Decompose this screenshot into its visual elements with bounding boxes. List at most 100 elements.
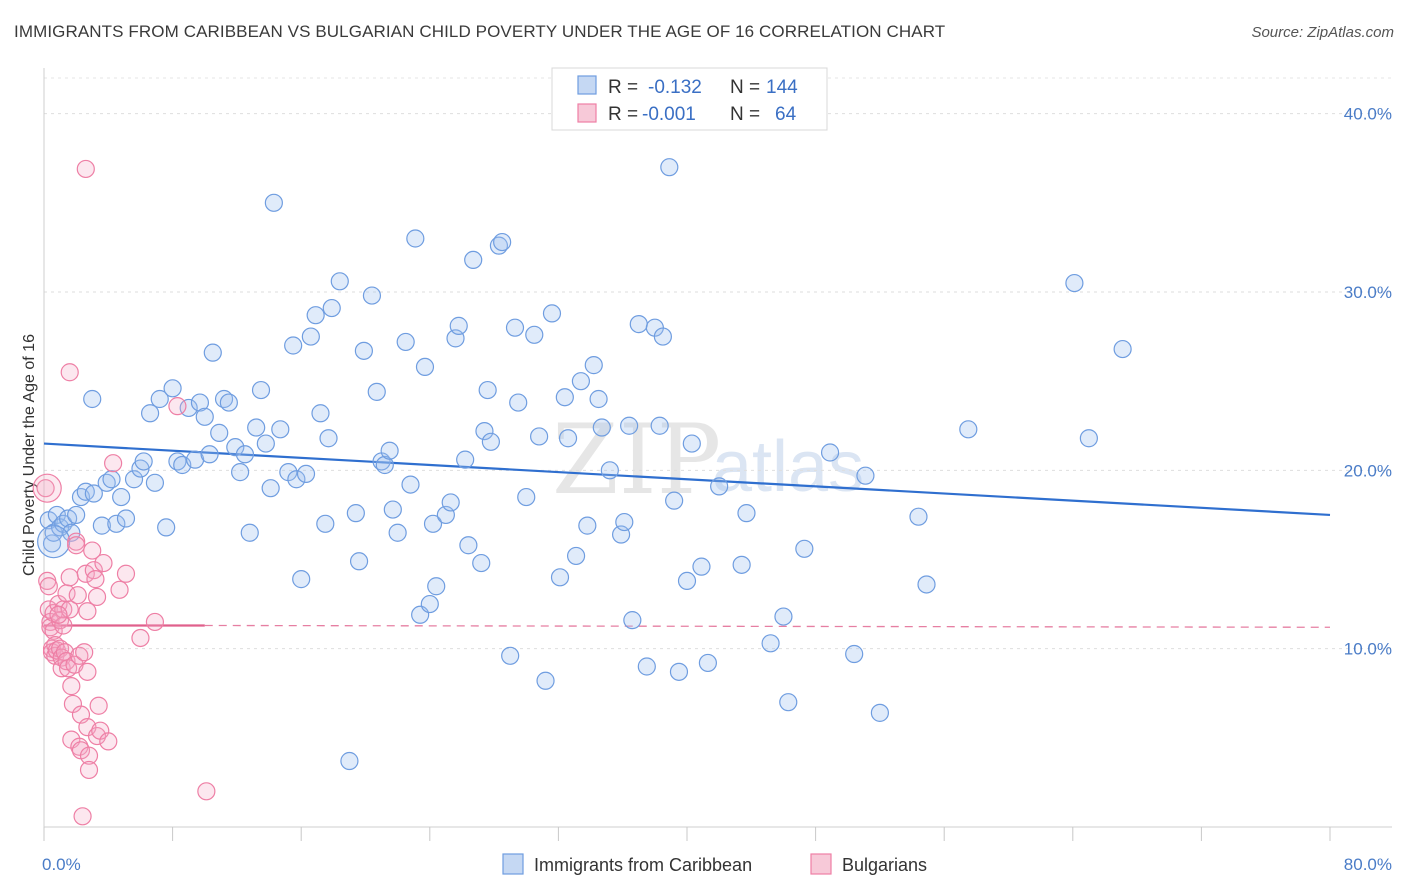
point-caribbean-103 — [566, 546, 586, 566]
point-caribbean-123 — [682, 434, 701, 453]
point-caribbean-18 — [116, 509, 136, 528]
point-caribbean-71 — [396, 332, 415, 352]
point-caribbean-53 — [301, 327, 320, 346]
legend-r-value-2: -0.001 — [642, 104, 696, 125]
point-caribbean-40 — [235, 445, 255, 464]
point-caribbean-88 — [478, 380, 497, 400]
series-bulgarians-points — [32, 159, 216, 826]
point-caribbean-119 — [660, 158, 679, 177]
point-caribbean-41 — [240, 523, 259, 542]
point-caribbean-80 — [441, 493, 460, 512]
gridlines — [44, 77, 1392, 650]
point-caribbean-135 — [856, 466, 875, 485]
point-bulgarians-39 — [76, 159, 95, 179]
point-bulgarians-54 — [99, 732, 118, 751]
point-caribbean-98 — [536, 671, 555, 690]
point-caribbean-33 — [200, 445, 219, 464]
correlation-legend: R = -0.132 N = 144 R = -0.001 N = 64 — [551, 67, 828, 131]
legend-swatch-blue — [577, 75, 597, 95]
point-caribbean-68 — [380, 441, 399, 460]
point-caribbean-47 — [271, 420, 290, 439]
point-caribbean-105 — [578, 516, 597, 535]
point-caribbean-142 — [1113, 339, 1132, 359]
point-caribbean-99 — [542, 304, 562, 323]
point-caribbean-138 — [917, 575, 936, 594]
point-caribbean-93 — [505, 318, 525, 337]
point-caribbean-140 — [1065, 273, 1084, 293]
point-bulgarians-48 — [86, 570, 105, 589]
point-caribbean-89 — [481, 432, 500, 451]
y-tick-labels: 10.0% 20.0% 30.0% 40.0% — [1344, 105, 1392, 659]
point-bulgarians-32 — [68, 586, 87, 605]
series-caribbean-points — [37, 158, 1132, 771]
point-bulgarians-55 — [104, 454, 123, 473]
legend-n-value-2: 64 — [775, 104, 797, 125]
point-caribbean-92 — [501, 646, 520, 665]
point-caribbean-11 — [83, 389, 102, 409]
point-bulgarians-19 — [54, 616, 73, 635]
point-bulgarians-53 — [94, 553, 113, 573]
point-caribbean-84 — [459, 536, 478, 555]
point-caribbean-31 — [190, 393, 210, 412]
point-caribbean-86 — [472, 553, 491, 573]
point-bulgarians-46 — [83, 541, 102, 560]
legend-swatch-pink — [577, 103, 597, 123]
point-caribbean-131 — [779, 693, 798, 712]
point-caribbean-61 — [346, 504, 365, 523]
point-caribbean-45 — [261, 479, 280, 498]
point-caribbean-114 — [629, 315, 648, 334]
point-caribbean-8 — [67, 505, 86, 525]
point-caribbean-24 — [150, 389, 169, 409]
point-caribbean-57 — [319, 429, 338, 448]
point-caribbean-95 — [517, 487, 536, 507]
point-caribbean-72 — [401, 475, 420, 494]
legend-r-label-2: R = — [608, 104, 638, 125]
legend-r-label-1: R = — [608, 77, 638, 98]
point-caribbean-65 — [367, 382, 386, 401]
point-caribbean-76 — [420, 594, 439, 614]
point-caribbean-60 — [340, 751, 359, 771]
point-caribbean-128 — [737, 504, 756, 523]
point-bulgarians-44 — [79, 746, 99, 765]
y-tick-label-3: 40.0% — [1344, 105, 1392, 124]
point-caribbean-101 — [555, 388, 574, 407]
point-caribbean-35 — [210, 423, 229, 442]
point-caribbean-34 — [203, 343, 222, 362]
point-caribbean-83 — [456, 450, 475, 469]
series-legend-label-caribbean: Immigrants from Caribbean — [534, 855, 752, 875]
trend-line-bulgarians-dashed — [204, 624, 1331, 628]
legend-n-label-1: N = — [730, 77, 760, 98]
point-bulgarians-41 — [78, 602, 97, 621]
point-bulgarians-58 — [131, 628, 150, 648]
point-bulgarians-59 — [145, 612, 165, 632]
series-legend-swatch-blue — [502, 853, 524, 875]
point-caribbean-19 — [124, 470, 144, 489]
point-caribbean-141 — [1079, 429, 1098, 448]
point-bulgarians-45 — [79, 760, 99, 780]
point-caribbean-38 — [226, 438, 245, 457]
point-caribbean-78 — [427, 577, 446, 596]
point-caribbean-64 — [362, 286, 382, 305]
point-caribbean-112 — [620, 416, 639, 435]
point-caribbean-91 — [493, 232, 512, 252]
point-caribbean-54 — [306, 306, 325, 325]
point-caribbean-137 — [909, 507, 928, 526]
point-caribbean-63 — [354, 341, 373, 360]
point-caribbean-106 — [584, 356, 603, 375]
point-caribbean-109 — [600, 461, 619, 480]
point-caribbean-cluster — [37, 525, 71, 559]
point-caribbean-29 — [179, 398, 198, 418]
point-caribbean-82 — [449, 316, 468, 335]
point-bulgarians-56 — [110, 580, 129, 599]
point-caribbean-77 — [423, 514, 443, 533]
legend-n-value-1: 144 — [766, 77, 798, 98]
point-caribbean-25 — [157, 518, 176, 537]
point-caribbean-50 — [287, 470, 306, 489]
point-caribbean-23 — [145, 473, 165, 492]
point-bulgarians-42 — [78, 662, 97, 681]
point-caribbean-17 — [112, 487, 131, 507]
point-caribbean-42 — [247, 418, 266, 437]
point-caribbean-120 — [665, 491, 684, 510]
point-caribbean-62 — [349, 552, 369, 571]
series-legend-label-bulgarians: Bulgarians — [842, 855, 927, 875]
